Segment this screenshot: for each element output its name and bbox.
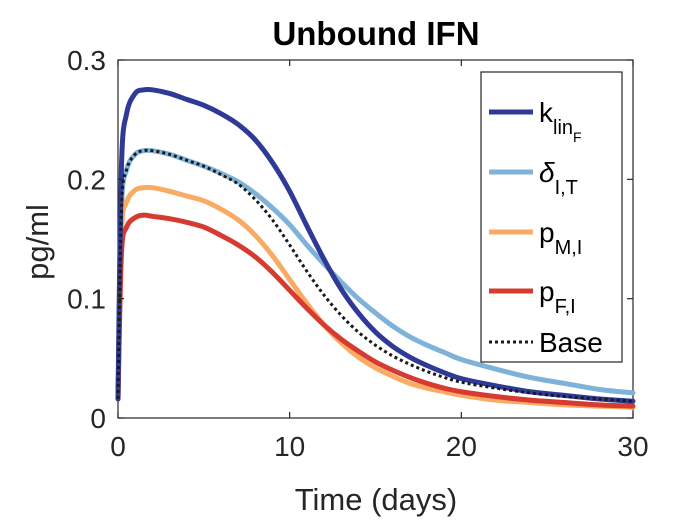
x-tick-label: 30 <box>617 431 648 462</box>
legend-label-3: pF,I <box>539 276 576 318</box>
legend-label-4: Base <box>539 327 603 358</box>
legend-sub: lin <box>553 117 573 139</box>
x-axis-label: Time (days) <box>295 482 457 517</box>
series-line-2 <box>115 184 636 410</box>
legend-sub: M,I <box>555 237 583 259</box>
legend-main: k <box>539 97 554 128</box>
x-axis-ticks: 0 10 20 30 <box>110 60 649 462</box>
legend-sub: I,T <box>555 177 578 199</box>
legend-sub: F,I <box>555 296 576 318</box>
legend-subsub: F <box>573 129 582 145</box>
legend-main: δ <box>539 157 555 188</box>
x-tick-label: 0 <box>110 431 126 462</box>
x-tick-label: 10 <box>274 431 305 462</box>
legend-main: Base <box>539 327 603 358</box>
series-line-0 <box>115 86 636 404</box>
legend-main: p <box>539 217 555 248</box>
series-line-1 <box>115 147 636 402</box>
legend-main: p <box>539 276 555 307</box>
y-tick-label: 0.3 <box>67 45 106 76</box>
y-axis-label: pg/ml <box>20 204 55 280</box>
legend-label-2: pM,I <box>539 217 582 259</box>
legend-box <box>480 71 623 363</box>
y-tick-label: 0.1 <box>67 284 106 315</box>
plot-area <box>115 59 636 419</box>
y-axis-ticks: 0 0.1 0.2 0.3 <box>67 45 633 434</box>
legend-label-1: δI,T <box>539 157 578 199</box>
chart-title: Unbound IFN <box>272 15 479 52</box>
series-line-4 <box>116 148 634 403</box>
x-tick-label: 20 <box>446 431 477 462</box>
series-line-3 <box>115 212 636 409</box>
legend-label-0: klinF <box>539 97 582 145</box>
y-tick-label: 0.2 <box>67 164 106 195</box>
y-tick-label: 0 <box>90 403 106 434</box>
